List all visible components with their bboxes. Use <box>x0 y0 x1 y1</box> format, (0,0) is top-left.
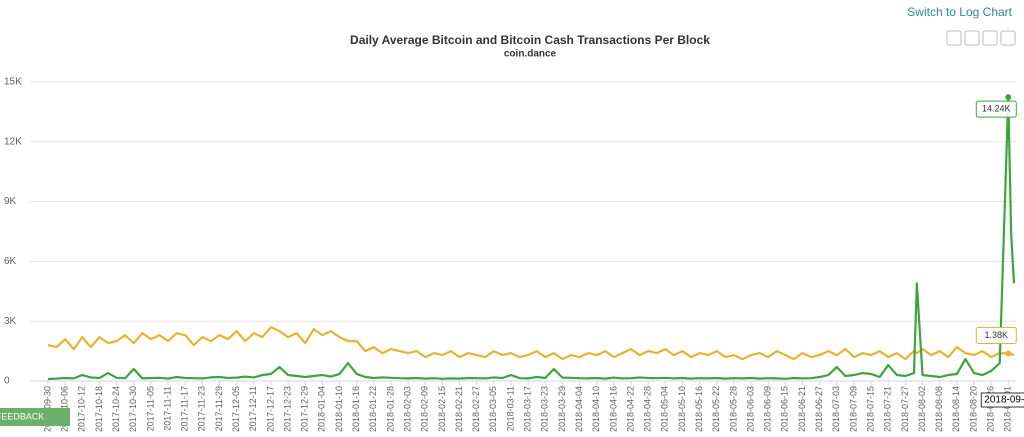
x-tick-label: 2017-12-05 <box>231 386 241 432</box>
feedback-label[interactable]: FEEDBACK <box>0 411 44 421</box>
x-tick-label: 2018-04-16 <box>608 386 618 432</box>
x-tick-label: 2018-07-15 <box>865 386 875 432</box>
x-tick-label: 2018-08-08 <box>934 386 944 432</box>
series-line <box>47 96 1016 381</box>
tooltip-box <box>975 326 1017 344</box>
zoom-button[interactable] <box>946 30 962 46</box>
menu-button[interactable] <box>1000 30 1016 46</box>
x-tick-label: 2018-01-16 <box>351 386 361 432</box>
chart-subtitle: coin.dance <box>504 49 557 60</box>
x-tick-label: 2018-01-04 <box>317 386 327 432</box>
x-tick-label: 2018-07-27 <box>900 386 910 432</box>
date-tooltip-label: 2018-09-01 <box>984 395 1024 406</box>
x-tick-label: 2018-07-03 <box>831 386 841 432</box>
x-tick-label: 2018-06-09 <box>763 386 773 432</box>
x-tick-label: 2018-02-15 <box>437 386 447 432</box>
x-tick-label: 2017-11-11 <box>162 386 172 431</box>
x-tick-label: 2018-03-23 <box>540 386 550 432</box>
y-tick-label: 6K <box>4 256 17 267</box>
chart-title: Daily Average Bitcoin and Bitcoin Cash T… <box>350 33 710 47</box>
x-tick-label: 2018-05-04 <box>660 386 670 432</box>
x-tick-label: 2018-08-02 <box>917 386 927 432</box>
y-tick-label: 9K <box>4 196 17 207</box>
x-tick-label: 2018-03-17 <box>523 386 533 432</box>
x-tick-label: 2017-10-18 <box>94 386 104 432</box>
x-tick-label: 2018-06-21 <box>797 386 807 432</box>
x-tick-label: 2017-10-12 <box>77 386 87 432</box>
x-tick-label: 2018-04-28 <box>643 386 653 432</box>
x-tick-label: 2018-05-28 <box>728 386 738 432</box>
hover-point <box>1005 94 1012 101</box>
x-tick-label: 2017-12-11 <box>248 386 258 431</box>
x-tick-label: 2017-10-24 <box>111 386 121 432</box>
x-tick-label: 2018-06-27 <box>814 386 824 432</box>
series-line <box>47 326 1015 361</box>
x-tick-label: 2018-01-10 <box>334 386 344 432</box>
tooltip-label: 14.24K <box>982 104 1011 114</box>
x-tick-label: 2018-07-21 <box>883 386 893 432</box>
x-tick-label: 2018-08-26 <box>986 386 996 432</box>
x-tick-label: 2018-04-10 <box>591 386 601 432</box>
x-tick-label: 2018-01-22 <box>368 386 378 432</box>
x-tick-label: 2018-06-15 <box>780 386 790 432</box>
date-tooltip-box <box>980 392 1024 408</box>
x-tick-label: 2018-04-22 <box>625 386 635 432</box>
x-tick-label: 2017-12-17 <box>265 386 275 432</box>
reset-button[interactable] <box>964 30 980 46</box>
x-tick-label: 2018-07-09 <box>848 386 858 432</box>
x-tick-label: 2018-05-16 <box>694 386 704 432</box>
x-tick-label: 2017-11-23 <box>197 386 207 431</box>
x-tick-label: 2018-01-28 <box>385 386 395 432</box>
x-tick-label: 2018-02-21 <box>454 386 464 432</box>
x-tick-label: 2018-04-04 <box>574 386 584 432</box>
x-tick-label: 2018-03-05 <box>488 386 498 432</box>
x-tick-label: 2018-03-29 <box>557 386 567 432</box>
x-tick-label: 2018-08-14 <box>951 386 961 432</box>
x-tick-label: 2017-10-30 <box>128 386 138 432</box>
x-tick-label: 2017-11-29 <box>214 386 224 431</box>
y-tick-label: 0 <box>4 376 10 387</box>
y-tick-label: 12K <box>4 136 22 147</box>
x-tick-label: 2018-06-03 <box>745 386 755 432</box>
log-switch-link[interactable]: Switch to Log Chart <box>907 5 1012 19</box>
x-tick-label: 2017-12-29 <box>300 386 310 432</box>
x-tick-label: 2018-02-03 <box>402 386 412 432</box>
feedback-button[interactable] <box>0 408 70 426</box>
x-tick-label: 2017-11-05 <box>145 386 155 431</box>
y-tick-label: 3K <box>4 316 17 327</box>
tooltip-box <box>975 100 1017 118</box>
x-tick-label: 2018-03-11 <box>505 386 515 431</box>
y-tick-label: 15K <box>4 77 22 88</box>
x-tick-label: 2017-12-23 <box>282 386 292 432</box>
pan-button[interactable] <box>982 30 998 46</box>
hover-point <box>1005 350 1012 357</box>
x-tick-label: 2018-02-09 <box>420 386 430 432</box>
tooltip-label: 1.38K <box>985 330 1009 340</box>
x-tick-label: 2018-05-22 <box>711 386 721 432</box>
x-tick-label: 2018-08-20 <box>968 386 978 432</box>
x-tick-label: 2018-05-10 <box>677 386 687 432</box>
x-tick-label: 2018-09-01 <box>1003 386 1013 432</box>
x-tick-label: 2018-02-27 <box>471 386 481 432</box>
toolbar <box>946 30 1016 46</box>
x-tick-label: 2017-11-17 <box>180 386 190 431</box>
